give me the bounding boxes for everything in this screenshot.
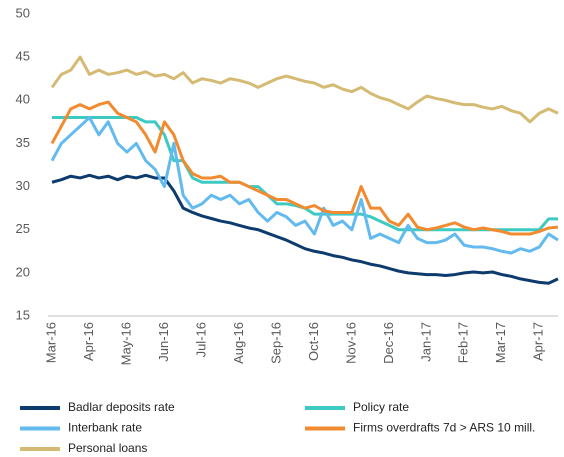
y-tick-label: 50 bbox=[16, 5, 30, 20]
x-tick-label: Mar-16 bbox=[43, 322, 58, 363]
legend-label: Firms overdrafts 7d > ARS 10 mill. bbox=[353, 421, 535, 435]
x-tick-label: Feb-17 bbox=[456, 322, 471, 363]
line-series bbox=[51, 173, 559, 285]
x-tick-label: Apr-16 bbox=[81, 322, 96, 361]
x-tick-label: May-16 bbox=[118, 322, 133, 365]
legend-label: Policy rate bbox=[353, 400, 409, 414]
legend-label: Personal loans bbox=[68, 441, 147, 455]
x-tick-label: Apr-17 bbox=[531, 322, 546, 361]
x-tick-label: Jul-16 bbox=[193, 322, 208, 357]
y-tick-label: 15 bbox=[16, 307, 30, 322]
y-tick-label: 25 bbox=[16, 221, 30, 236]
x-tick-label: Sep-16 bbox=[268, 322, 283, 364]
y-tick-label: 20 bbox=[16, 264, 30, 279]
legend-label: Interbank rate bbox=[68, 421, 142, 435]
line-series bbox=[50, 55, 559, 124]
y-tick-label: 45 bbox=[16, 49, 30, 64]
x-tick-label: Oct-16 bbox=[306, 322, 321, 361]
y-tick-label: 40 bbox=[16, 92, 30, 107]
x-tick-label: Aug-16 bbox=[231, 322, 246, 364]
x-tick-label: Jun-16 bbox=[156, 322, 171, 362]
y-tick-label: 35 bbox=[16, 135, 30, 150]
line-series bbox=[50, 100, 559, 236]
legend-label: Badlar deposits rate bbox=[68, 400, 175, 414]
line-series bbox=[50, 116, 559, 255]
x-tick-label: Mar-17 bbox=[493, 322, 508, 363]
x-tick-label: Nov-16 bbox=[343, 322, 358, 364]
y-tick-label: 30 bbox=[16, 178, 30, 193]
line-series bbox=[52, 116, 558, 232]
x-tick-label: Dec-16 bbox=[381, 322, 396, 364]
x-tick-label: Jan-17 bbox=[418, 322, 433, 362]
